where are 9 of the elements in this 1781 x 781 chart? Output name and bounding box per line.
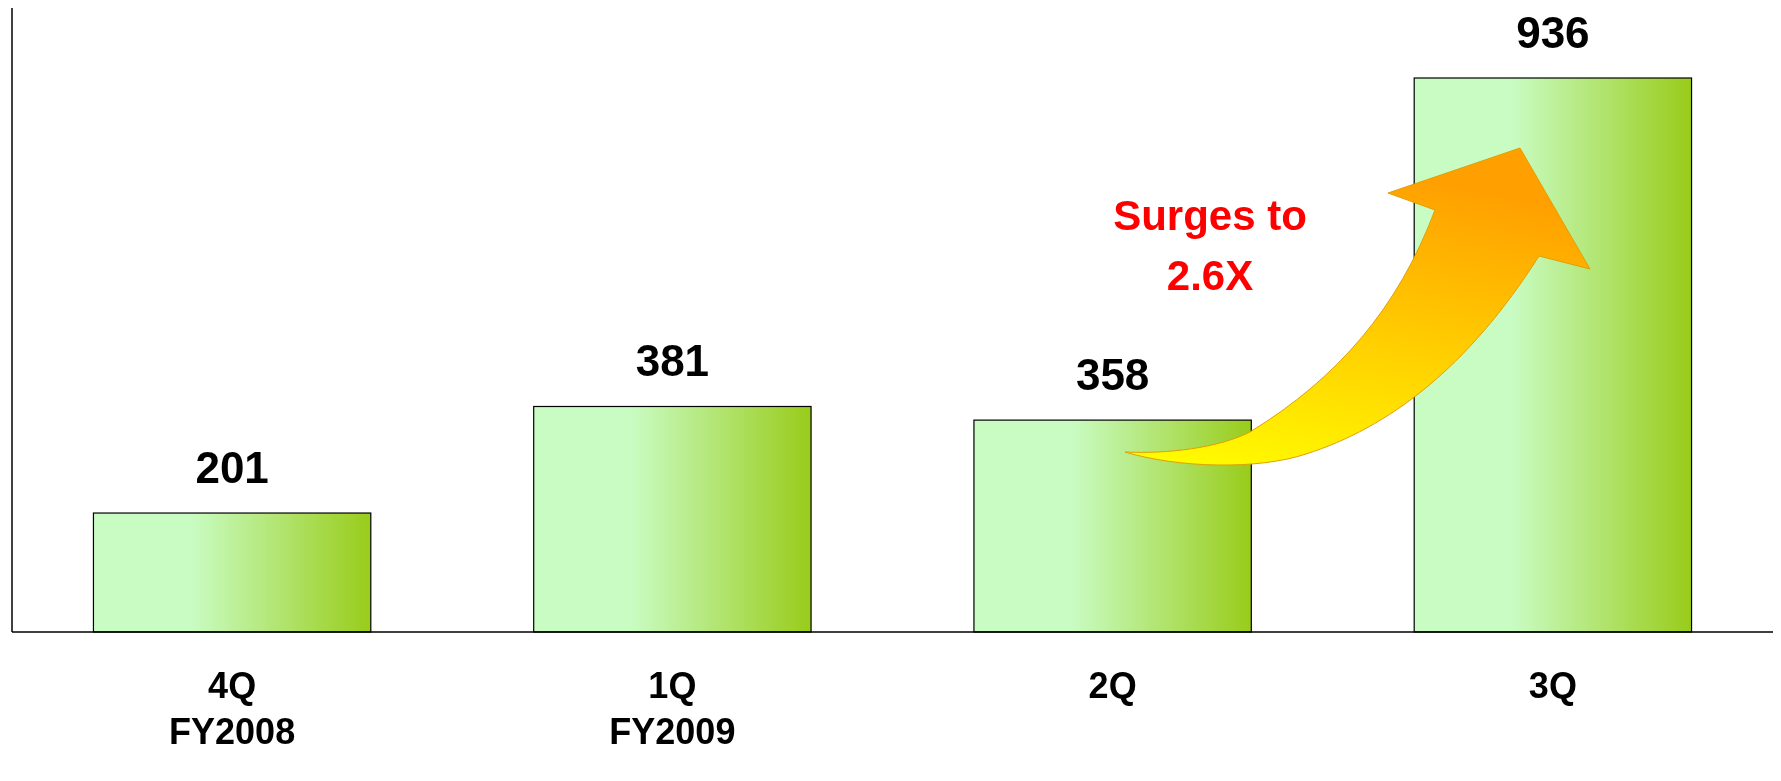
data-label: 201 (195, 443, 269, 493)
data-label: 936 (1516, 8, 1590, 57)
x-tick-label: 1Q FY2009 (609, 665, 736, 752)
annotation: Surges to 2.6X (1113, 192, 1307, 299)
x-tick-label: 3Q (1528, 665, 1577, 706)
x-tick-label: 2Q (1088, 665, 1137, 706)
data-label: 358 (1075, 350, 1150, 400)
data-label: 381 (635, 336, 710, 386)
x-tick-label: 4Q FY2008 (169, 665, 296, 752)
